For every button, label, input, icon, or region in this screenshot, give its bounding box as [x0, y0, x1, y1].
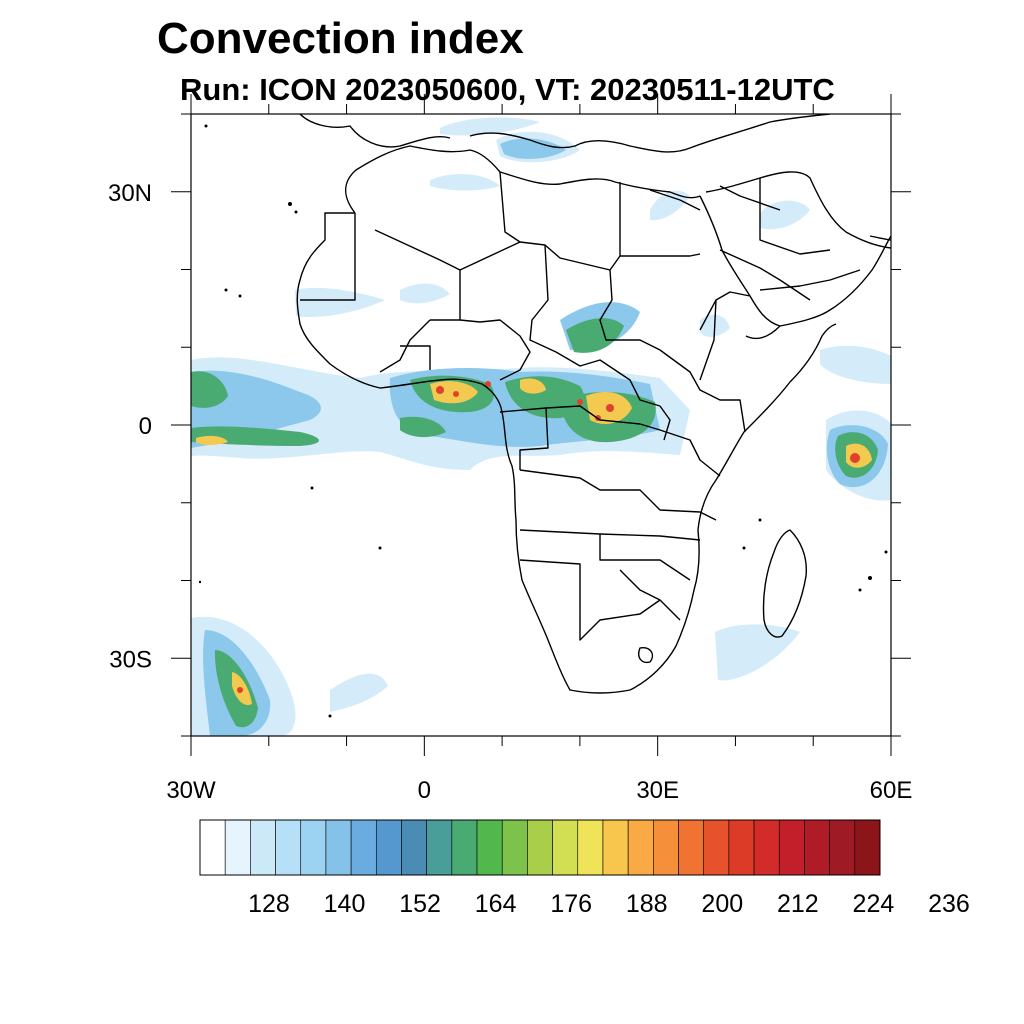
lon-tick-label: 0: [418, 777, 431, 804]
colorbar-label: 164: [475, 890, 517, 918]
colorbar-swatch: [350, 819, 377, 876]
colorbar-frame: [199, 819, 881, 876]
colorbar-swatch: [552, 819, 579, 876]
colorbar-label: 140: [324, 890, 366, 918]
lon-tick-label: 30W: [166, 777, 216, 804]
map-subtitle: Run: ICON 2023050600, VT: 20230511-12UTC: [180, 72, 835, 107]
colorbar-swatch: [250, 819, 276, 876]
colorbar-label: 128: [248, 890, 290, 918]
colorbar-swatch: [401, 819, 427, 876]
colorbar-swatch: [224, 819, 251, 876]
colorbar-swatch: [325, 819, 352, 876]
colorbar-swatch: [678, 819, 705, 876]
colorbar-swatch: [728, 819, 755, 876]
colorbar-swatch: [527, 819, 553, 876]
colorbar-label: 152: [399, 890, 441, 918]
colorbar-swatch: [753, 819, 780, 876]
colorbar-label: 176: [550, 890, 592, 918]
colorbar-swatch: [627, 819, 654, 876]
colorbar-swatch: [778, 819, 805, 876]
colorbar-label: 212: [777, 890, 819, 918]
colorbar-swatch: [602, 819, 629, 876]
colorbar: 128 140 152 164 176 188 200 212 224 236: [199, 819, 970, 918]
colorbar-swatch: [854, 819, 881, 876]
colorbar-swatch: [476, 819, 503, 876]
colorbar-swatch: [653, 819, 679, 876]
map-title: Convection index: [157, 14, 524, 63]
colorbar-swatch: [199, 819, 226, 876]
colorbar-swatch: [275, 819, 302, 876]
lat-tick-label: 0: [139, 413, 152, 440]
convection-field: [191, 114, 891, 736]
colorbar-swatch: [703, 819, 730, 876]
lat-tick-label: 30S: [109, 646, 152, 673]
colorbar-swatch: [501, 819, 528, 876]
lat-tick-label: 30N: [108, 180, 152, 207]
colorbar-swatch: [577, 819, 604, 876]
colorbar-swatch: [426, 819, 453, 876]
colorbar-label: 224: [853, 890, 895, 918]
colorbar-label: 200: [701, 890, 743, 918]
colorbar-label: 236: [928, 890, 970, 918]
lon-tick-label: 60E: [870, 777, 913, 804]
colorbar-label: 188: [626, 890, 668, 918]
coastlines: [296, 114, 891, 694]
lon-tick-label: 30E: [636, 777, 679, 804]
colorbar-swatch: [804, 819, 830, 876]
colorbar-swatch: [829, 819, 856, 876]
islands: [198, 124, 888, 718]
colorbar-swatch: [451, 819, 478, 876]
colorbar-swatch: [375, 819, 402, 876]
colorbar-swatch: [300, 819, 327, 876]
axis-ticks: 30W 0 30E 60E 30N 0 30S: [108, 94, 912, 804]
